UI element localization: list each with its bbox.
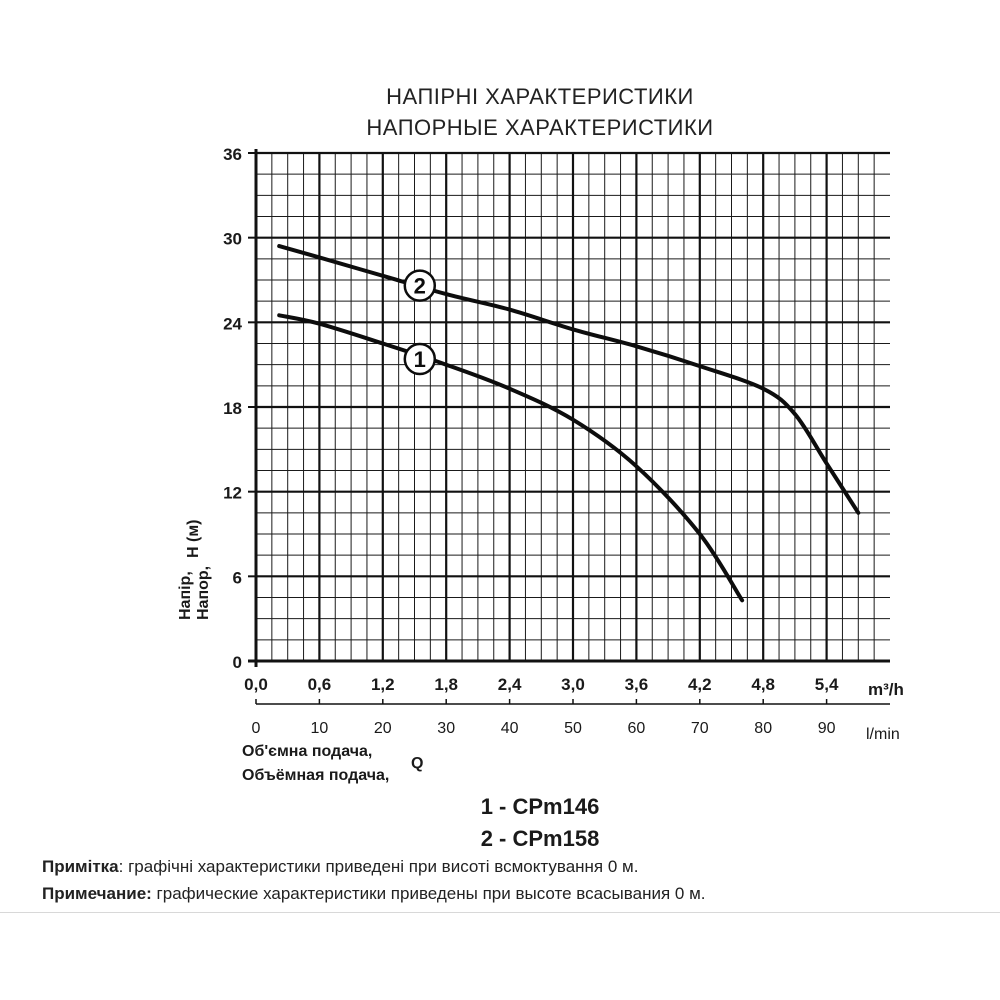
x-tick-label-m3h: 0,6 <box>308 675 332 694</box>
series-label-circle-2 <box>403 269 437 302</box>
legend-entry-1: 1 - CPm146 <box>480 794 600 819</box>
series-line-1 <box>277 313 745 603</box>
x-tick-label-m3h: 0,0 <box>244 675 268 694</box>
x-tick-label-lmin: 30 <box>437 720 455 737</box>
note-ru: Примечание: графические характеристики п… <box>42 884 705 904</box>
y-tick-label: 6 <box>233 568 242 587</box>
x-unit-lmin: l/min <box>866 726 900 743</box>
x-tick-label-m3h: 1,2 <box>371 675 395 694</box>
x-tick-label-m3h: 2,4 <box>498 675 522 694</box>
bottom-divider <box>0 912 1000 913</box>
x-label-symbol: Q <box>411 755 423 772</box>
y-tick-label: 18 <box>223 399 242 418</box>
legend-entry-2: 2 - CPm158 <box>480 826 600 851</box>
y-label-ru: Напор, <box>195 566 212 620</box>
x-tick-label-m3h: 3,6 <box>625 675 649 694</box>
series-line-2 <box>277 244 861 515</box>
series-lines <box>277 244 861 603</box>
x-tick-labels-m3h: 0,0 0,6 1,2 1,8 2,4 3,0 3,6 4,2 4,8 5,4 <box>244 675 839 694</box>
note-ru-label: Примечание: <box>42 884 152 903</box>
x-tick-label-lmin: 20 <box>374 720 392 737</box>
y-tick-label: 0 <box>233 653 242 672</box>
x-label-uk: Об'ємна подача, <box>242 743 372 760</box>
x-tick-label-m3h: 3,0 <box>561 675 585 694</box>
series-labels: 12 <box>403 269 437 376</box>
y-tick-label: 30 <box>223 230 242 249</box>
x-tick-label-lmin: 40 <box>501 720 519 737</box>
chart-title-ru: НАПОРНЫЕ ХАРАКТЕРИСТИКИ <box>366 115 714 140</box>
x-tick-label-lmin: 70 <box>691 720 709 737</box>
note-ru-text: графические характеристики приведены при… <box>151 884 706 903</box>
note-ua-label: Примітка <box>42 857 119 876</box>
y-label-symbol: H (м) <box>185 520 202 559</box>
x-tick-label-lmin: 0 <box>252 720 261 737</box>
x-tick-labels-lmin: 0 10 20 30 40 50 60 70 80 90 <box>252 699 836 737</box>
x-tick-label-m3h: 4,2 <box>688 675 712 694</box>
y-tick-label: 36 <box>223 145 242 164</box>
axes <box>248 149 890 705</box>
y-axis-label: Напір, Напор, H (м) <box>177 520 212 621</box>
x-tick-label-lmin: 90 <box>818 720 836 737</box>
major-grid <box>256 151 890 661</box>
x-tick-label-m3h: 5,4 <box>815 675 839 694</box>
series-label-1: 1 <box>414 347 426 372</box>
note-ua-text: : графічні характеристики приведені при … <box>118 857 639 876</box>
y-label-uk: Напір, <box>177 571 194 620</box>
x-tick-label-lmin: 60 <box>628 720 646 737</box>
note-ua: Примітка: графічні характеристики привед… <box>42 857 638 877</box>
y-tick-labels: 0 6 12 18 24 30 36 <box>223 145 242 672</box>
y-tick-label: 24 <box>223 314 242 333</box>
chart-title-uk: НАПІРНІ ХАРАКТЕРИСТИКИ <box>386 84 694 109</box>
x-tick-label-lmin: 80 <box>754 720 772 737</box>
x-label-ru: Объёмная подача, <box>242 767 389 784</box>
series-label-circle-1 <box>403 342 437 376</box>
x-unit-m3h: m³/h <box>868 680 904 699</box>
x-tick-label-m3h: 4,8 <box>751 675 775 694</box>
y-tick-label: 12 <box>223 484 242 503</box>
x-tick-label-m3h: 1,8 <box>434 675 458 694</box>
x-tick-label-lmin: 10 <box>311 720 329 737</box>
series-label-2: 2 <box>414 274 426 299</box>
x-tick-label-lmin: 50 <box>564 720 582 737</box>
